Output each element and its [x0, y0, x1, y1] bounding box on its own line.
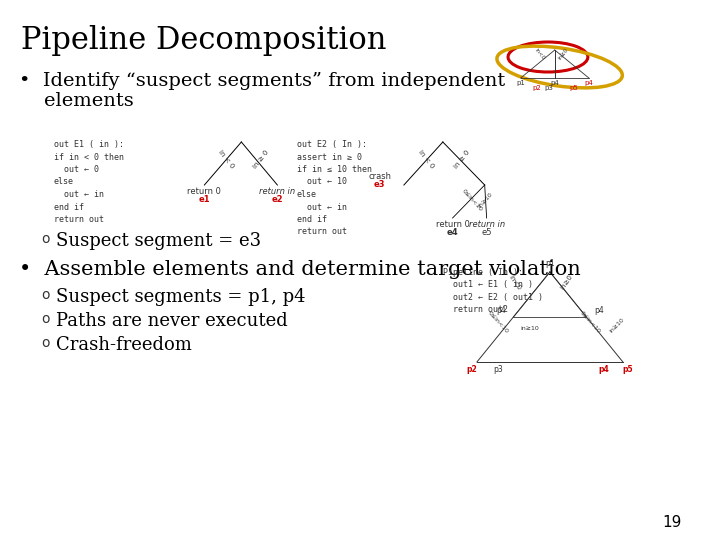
Text: out E1 ( in ):
if in < 0 then
  out ← 0
else
  out ← in
end if
return out: out E1 ( in ): if in < 0 then out ← 0 el… — [53, 140, 124, 224]
Text: p3: p3 — [493, 365, 503, 374]
Text: return in: return in — [469, 220, 505, 229]
Text: e4: e4 — [446, 228, 459, 237]
Text: return in: return in — [259, 187, 295, 196]
Text: in < 0: in < 0 — [217, 148, 235, 169]
Text: p2: p2 — [467, 365, 477, 374]
Text: 19: 19 — [662, 515, 681, 530]
Text: crash: crash — [368, 172, 391, 181]
Text: p4: p4 — [594, 306, 604, 315]
Text: 0≤in<10: 0≤in<10 — [462, 188, 484, 212]
Text: Suspect segments = p1, p4: Suspect segments = p1, p4 — [56, 288, 306, 306]
Text: in ≥ 0: in ≥ 0 — [454, 148, 472, 169]
Text: p1: p1 — [516, 80, 525, 86]
Text: p4: p4 — [598, 365, 609, 374]
Text: Suspect segment = e3: Suspect segment = e3 — [56, 232, 261, 250]
Text: Pipeline ( In ):
  out1 ← E1 ( in )
  out2 ← E2 ( out1 )
  return out2: Pipeline ( In ): out1 ← E1 ( in ) out2 ←… — [443, 268, 543, 314]
Text: p1: p1 — [545, 259, 554, 268]
Text: in<0: in<0 — [534, 48, 545, 61]
Text: o: o — [41, 336, 50, 350]
Text: e2: e2 — [271, 195, 283, 204]
Text: Pipeline Decomposition: Pipeline Decomposition — [22, 25, 387, 56]
Text: p4: p4 — [496, 306, 505, 315]
Text: e3: e3 — [374, 180, 385, 189]
Text: •  Assemble elements and determine target violation: • Assemble elements and determine target… — [19, 260, 581, 279]
Text: in≥10: in≥10 — [521, 326, 539, 331]
Text: out E2 ( In ):
assert in ≥ 0
if in ≤ 10 then
  out ← 10
else
  out ← in
end if
r: out E2 ( In ): assert in ≥ 0 if in ≤ 10 … — [297, 140, 372, 237]
Text: p4: p4 — [585, 80, 593, 86]
Text: in≥10: in≥10 — [608, 317, 625, 334]
Text: return 0: return 0 — [187, 187, 221, 196]
Text: Paths are never executed: Paths are never executed — [56, 312, 288, 330]
Text: in≥10: in≥10 — [478, 191, 494, 208]
Text: •  Identify “suspect segments” from independent: • Identify “suspect segments” from indep… — [19, 72, 505, 90]
Text: in≥0: in≥0 — [558, 48, 570, 61]
Text: p5: p5 — [570, 85, 579, 91]
Text: p5: p5 — [623, 365, 633, 374]
Text: e5: e5 — [482, 228, 492, 237]
Text: e1: e1 — [199, 195, 210, 204]
Text: in ≥ 0: in ≥ 0 — [252, 148, 270, 169]
Text: 0≤in<10: 0≤in<10 — [487, 310, 509, 334]
Text: in≥0: in≥0 — [559, 274, 575, 291]
Text: in<0: in<0 — [508, 274, 523, 291]
Text: p2: p2 — [532, 85, 541, 91]
Text: elements: elements — [19, 92, 134, 110]
Text: in < 0: in < 0 — [418, 148, 436, 169]
Text: p3: p3 — [544, 85, 554, 91]
Text: p4: p4 — [550, 80, 559, 86]
Text: o: o — [41, 232, 50, 246]
Text: o: o — [41, 312, 50, 326]
Text: o: o — [41, 288, 50, 302]
Text: 0≤in<10: 0≤in<10 — [579, 310, 601, 334]
Text: return 0: return 0 — [436, 220, 469, 229]
Text: Crash-freedom: Crash-freedom — [56, 336, 192, 354]
